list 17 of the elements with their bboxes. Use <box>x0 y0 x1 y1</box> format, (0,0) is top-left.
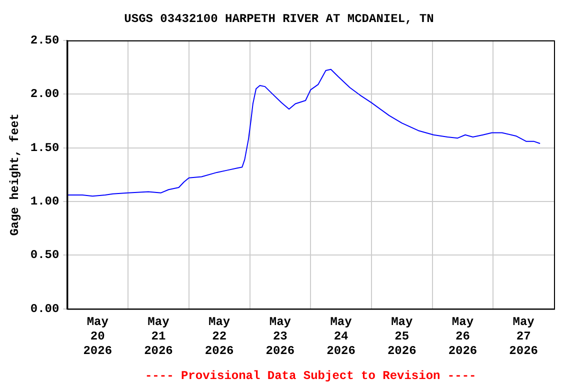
x-tick-label: May 26 2026 <box>448 315 478 358</box>
y-tick-label: 2.00 <box>30 87 60 102</box>
y-tick-label: 0.50 <box>30 248 60 262</box>
text: ---- Provisional Data Subject to Revision ---- <box>144 369 476 384</box>
x-tick-label: May 20 2026 <box>83 315 112 358</box>
x-tick-label: May 22 2026 <box>204 315 234 358</box>
y-axis-title: Gage height, feet <box>8 113 22 236</box>
x-tick-label: May 23 2026 <box>266 315 295 358</box>
y-tick-label: 2.50 <box>30 33 60 48</box>
y-tick-label: 0.00 <box>30 302 60 316</box>
x-tick-label: May 21 2026 <box>144 315 173 358</box>
y-tick-label: 1.50 <box>30 140 60 155</box>
x-tick-label: May 27 2026 <box>509 315 538 358</box>
y-tick-label: 1.00 <box>30 194 60 208</box>
x-tick-label: May 24 2026 <box>326 315 356 358</box>
x-tick-label: May 25 2026 <box>387 315 416 358</box>
chart-title: USGS 03432100 HARPETH RIVER AT MCDANIEL, TN <box>124 12 434 26</box>
